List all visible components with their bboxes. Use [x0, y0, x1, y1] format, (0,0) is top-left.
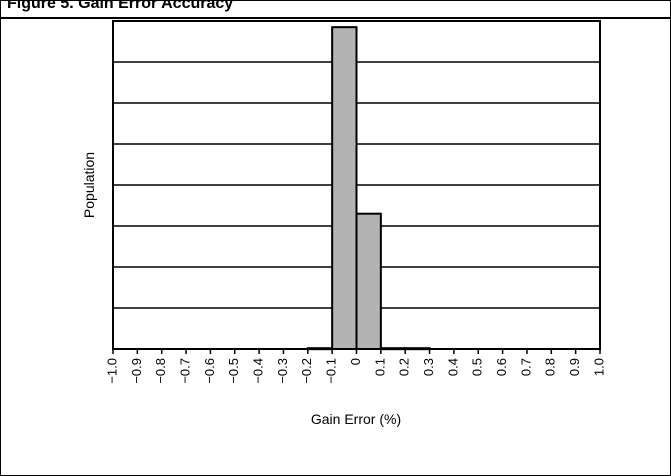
- x-tick-label: 0.3: [421, 358, 436, 376]
- x-tick-label: 0.9: [567, 358, 582, 376]
- histogram-bar: [357, 214, 381, 349]
- histogram-bar: [332, 27, 356, 349]
- x-axis-ticks: −1.0 −0.9 −0.8 −0.7 −0.6 −0.5 −0.4 −0.3 −0.2 −0.1…: [104, 349, 606, 384]
- y-axis-title: Population: [81, 152, 97, 218]
- x-axis-title: Gain Error (%): [311, 411, 401, 427]
- x-tick-label: 0.6: [494, 358, 509, 376]
- x-tick-label: 0.4: [445, 358, 460, 376]
- x-tick-label: −0.2: [299, 358, 314, 384]
- x-tick-label: 0.5: [470, 358, 485, 376]
- x-tick-label: 0: [348, 358, 363, 365]
- x-tick-label: −0.3: [275, 358, 290, 384]
- x-tick-label: 0.7: [518, 358, 533, 376]
- x-tick-label: 0.8: [543, 358, 558, 376]
- x-tick-label: −1.0: [104, 358, 119, 384]
- x-tick-label: −0.9: [129, 358, 144, 384]
- x-tick-label: −0.1: [324, 358, 339, 384]
- x-tick-label: −0.4: [251, 358, 266, 384]
- x-tick-label: −0.6: [202, 358, 217, 384]
- x-tick-label: −0.8: [153, 358, 168, 384]
- histogram-bars: [308, 27, 430, 349]
- x-tick-label: 0.1: [372, 358, 387, 376]
- x-tick-label: 1.0: [591, 358, 606, 376]
- x-tick-label: −0.7: [177, 358, 192, 384]
- x-tick-label: −0.5: [226, 358, 241, 384]
- x-tick-label: 0.2: [397, 358, 412, 376]
